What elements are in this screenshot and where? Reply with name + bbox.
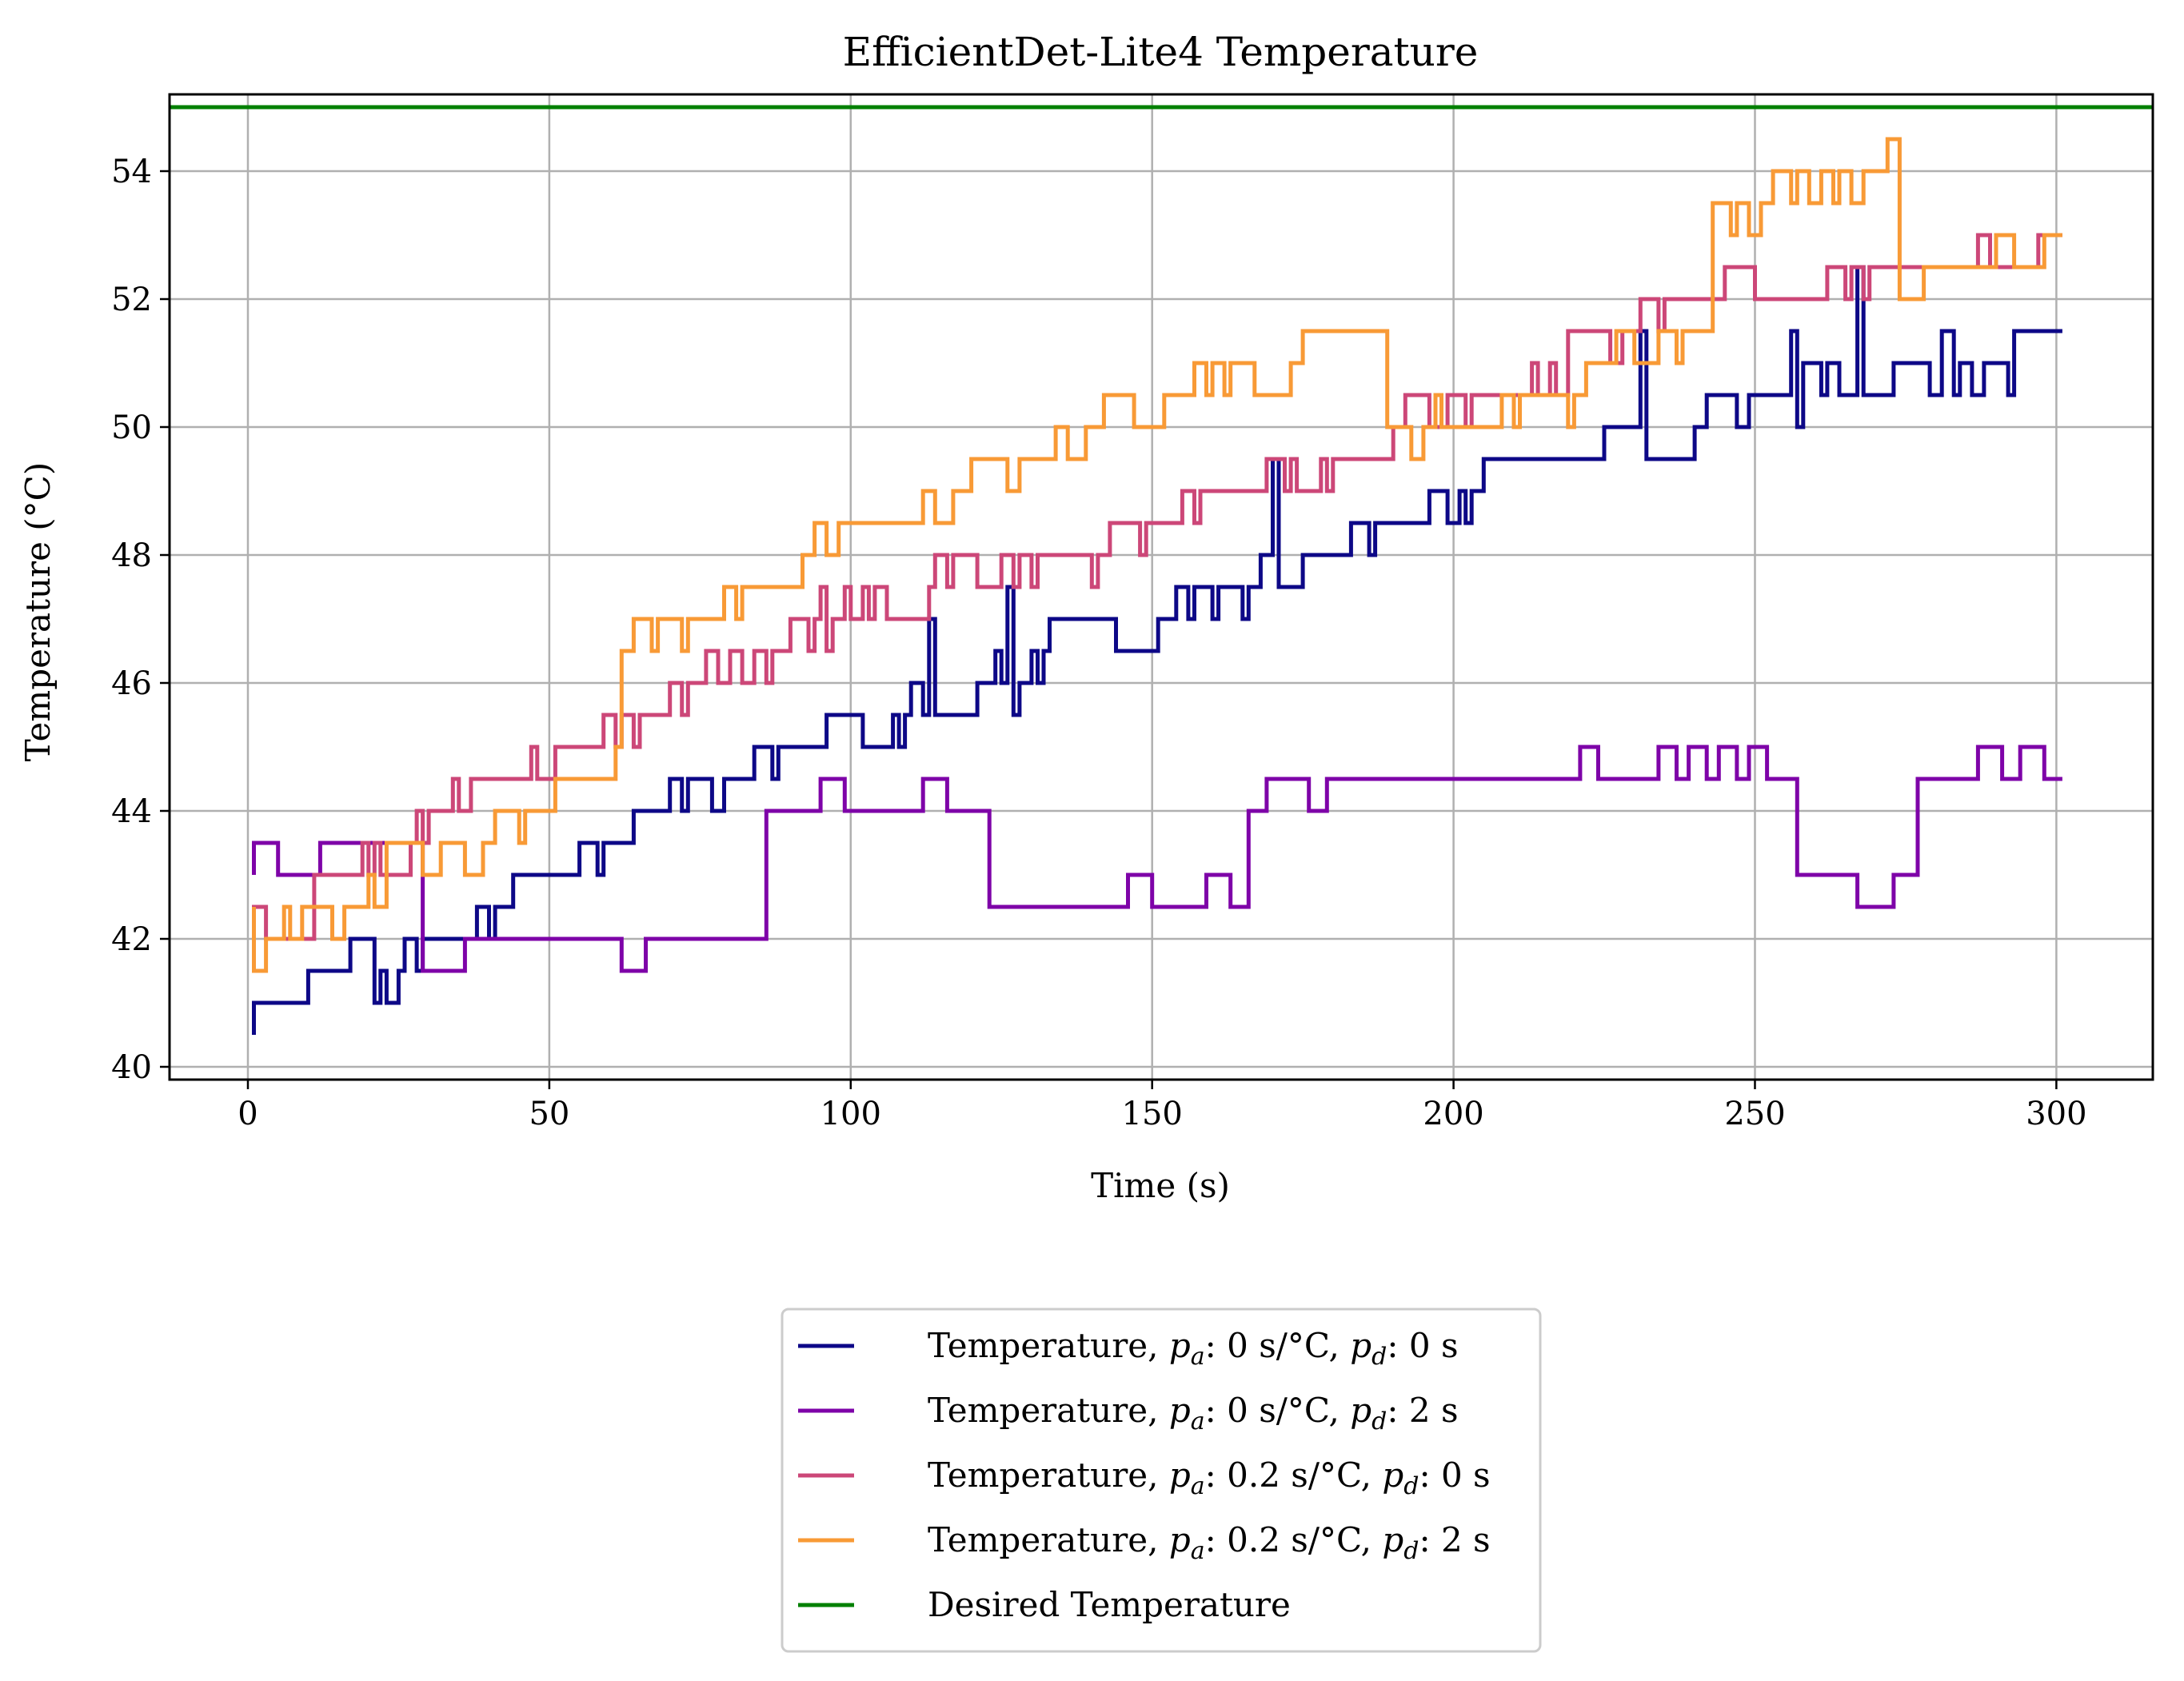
legend-label-3: Temperature, pa: 0.2 s/°C, pd: 0 s: [928, 1455, 1491, 1500]
x-tick-label: 100: [820, 1096, 881, 1132]
legend-label-1: Temperature, pa: 0 s/°C, pd: 0 s: [928, 1326, 1459, 1371]
x-tick-label: 150: [1122, 1096, 1183, 1132]
legend-box: [781, 1308, 1542, 1653]
x-tick-label: 250: [1724, 1096, 1785, 1132]
legend-label-5: Desired Temperature: [928, 1585, 1291, 1624]
series-line-4: [252, 137, 2062, 973]
y-tick-label: 46: [111, 665, 152, 702]
y-tick-label: 52: [111, 281, 152, 318]
x-tick-label: 50: [529, 1096, 569, 1132]
y-axis-ticks: 40 42 44 46 48 50 52 54: [111, 154, 170, 1086]
plot-area: [168, 93, 2154, 1081]
y-tick-label: 48: [111, 537, 152, 574]
x-tick-label: 200: [1423, 1096, 1483, 1132]
x-axis-label: Time (s): [1091, 1166, 1230, 1205]
chart-title: EfficientDet-Lite4 Temperature: [843, 29, 1479, 75]
x-tick-label: 300: [2026, 1096, 2086, 1132]
y-tick-label: 42: [111, 921, 152, 958]
y-tick-label: 54: [111, 154, 152, 190]
legend-label-2: Temperature, pa: 0 s/°C, pd: 2 s: [928, 1391, 1459, 1435]
grid-lines: [170, 94, 2153, 1080]
legend-label-4: Temperature, pa: 0.2 s/°C, pd: 2 s: [928, 1520, 1491, 1565]
y-axis-label: Temperature (°C): [18, 462, 58, 761]
x-axis-ticks: 0 50 100 150 200 250 300: [238, 1080, 2087, 1132]
series-line-2: [252, 745, 2062, 973]
y-tick-label: 44: [111, 793, 152, 830]
y-tick-label: 40: [111, 1049, 152, 1086]
legend: Temperature, pa: 0 s/°C, pd: 0 s Temperat…: [781, 1308, 1542, 1653]
x-tick-label: 0: [238, 1096, 258, 1132]
series-line-3: [252, 233, 2062, 941]
y-tick-label: 50: [111, 409, 152, 446]
series-lines: [170, 105, 2153, 1035]
series-line-1: [252, 265, 2062, 1035]
